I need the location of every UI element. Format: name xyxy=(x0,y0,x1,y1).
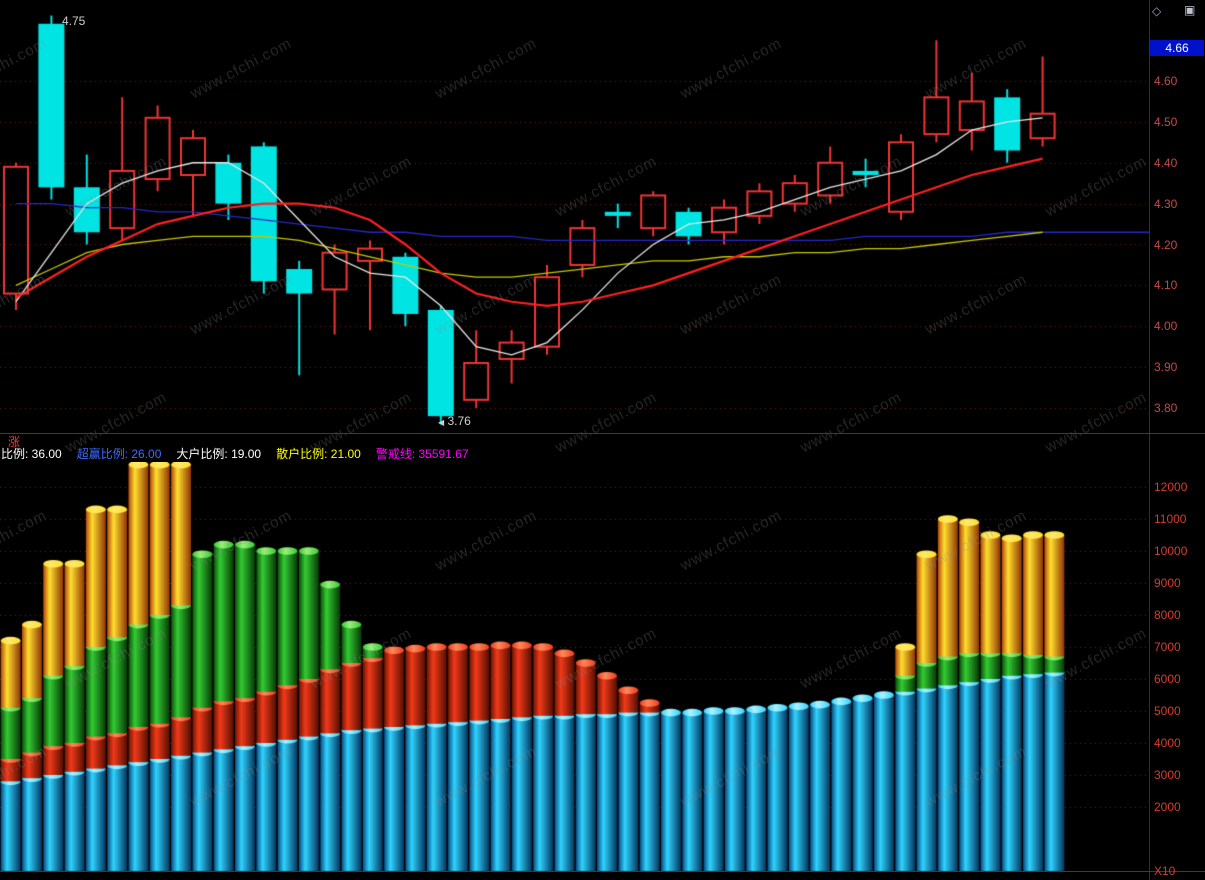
divider-label: 涨 xyxy=(8,435,21,449)
price-tick-label: 3.80 xyxy=(1154,401,1178,415)
kline-chart-canvas[interactable] xyxy=(0,0,1149,434)
diamond-icon[interactable]: ◇ xyxy=(1152,4,1162,18)
indicator-header-item: 大户比例: 19.00 xyxy=(176,447,262,461)
low-price-text: 3.76 xyxy=(447,414,471,428)
price-tick-label: 4.60 xyxy=(1154,74,1178,88)
value-tick-label: 7000 xyxy=(1154,640,1181,654)
price-tick-label: 4.00 xyxy=(1154,319,1178,334)
value-tick-label: 2000 xyxy=(1154,800,1181,814)
indicator-header-item: 超赢比例: 26.00 xyxy=(76,447,162,461)
value-tick-label: 4000 xyxy=(1154,736,1181,750)
price-tick-label: 3.90 xyxy=(1154,360,1178,375)
value-tick-label: 11000 xyxy=(1154,512,1187,526)
left-arrow-icon: ◀ xyxy=(438,418,445,427)
indicator-header: 比例: 36.00 超赢比例: 26.00 大户比例: 19.00 散户比例: 21.… xyxy=(1,445,469,462)
value-tick-label: 9000 xyxy=(1154,576,1181,590)
price-tick-label: 4.20 xyxy=(1154,237,1178,252)
axis-separator-line xyxy=(1149,0,1150,880)
high-price-annotation: 4.75 xyxy=(62,14,86,28)
bottom-border-line xyxy=(0,871,1205,872)
value-tick-label: 8000 xyxy=(1154,608,1181,622)
price-tick-label: 4.50 xyxy=(1154,114,1178,129)
value-tick-label: 3000 xyxy=(1154,768,1181,782)
price-tick-label: 4.40 xyxy=(1154,155,1178,170)
value-tick-label: 12000 xyxy=(1154,480,1188,494)
price-tick-label: 4.10 xyxy=(1154,278,1178,293)
value-tick-label: 6000 xyxy=(1154,672,1181,686)
window-icon[interactable]: ▣ xyxy=(1184,3,1196,17)
value-tick-label: 10000 xyxy=(1154,544,1188,558)
last-price-badge: 4.66 xyxy=(1150,40,1204,56)
indicator-header-item: 警戒线: 35591.67 xyxy=(375,447,469,461)
low-price-annotation: ◀ 3.76 xyxy=(438,414,471,428)
indicator-chart-canvas[interactable] xyxy=(0,462,1149,872)
indicator-header-item: 比例: 36.00 xyxy=(1,447,62,461)
price-tick-label: 4.30 xyxy=(1154,196,1178,211)
value-tick-label: 5000 xyxy=(1154,704,1181,718)
indicator-header-item: 散户比例: 21.00 xyxy=(276,447,361,461)
panel-divider-line xyxy=(0,433,1205,434)
scale-label: X10 xyxy=(1154,864,1176,878)
